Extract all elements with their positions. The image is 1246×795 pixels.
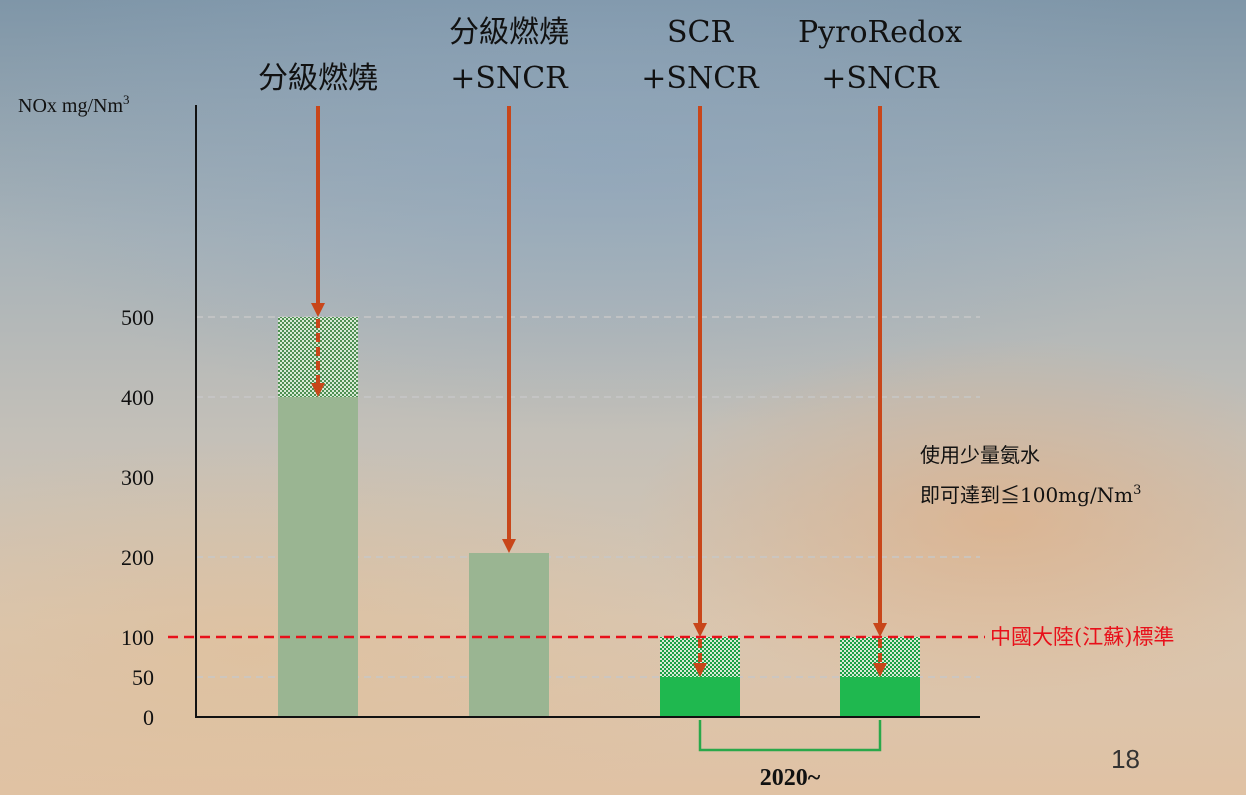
page-number: 18: [1111, 744, 1140, 774]
category-label-0-0: 分級燃燒: [258, 61, 378, 96]
arrow-head-lower-0: [311, 383, 325, 397]
category-label-1-0: 分級燃燒: [449, 15, 569, 50]
arrows: [311, 106, 887, 677]
y-tick-label-500: 500: [121, 305, 154, 330]
arrow-head-3: [873, 623, 887, 637]
y-tick-label-200: 200: [121, 545, 154, 570]
category-label-2-0: SCR: [667, 15, 735, 50]
arrow-head-lower-2: [693, 663, 707, 677]
annotation-line-2: 即可達到≦100mg/Nm3: [920, 483, 1141, 507]
arrow-head-1: [502, 539, 516, 553]
bar-3: [840, 677, 920, 717]
year-label: 2020~: [760, 765, 821, 791]
bars: [278, 317, 920, 717]
category-label-3-1: +SNCR: [821, 61, 940, 96]
y-tick-label-100: 100: [121, 625, 154, 650]
standard-label: 中國大陸(江蘇)標準: [990, 625, 1174, 649]
y-tick-label-300: 300: [121, 465, 154, 490]
category-label-2-1: +SNCR: [641, 61, 760, 96]
bar-0: [278, 397, 358, 717]
bar-2: [660, 677, 740, 717]
arrow-head-0: [311, 303, 325, 317]
y-tick-label-50: 50: [132, 665, 154, 690]
y-axis-label: NOx mg/Nm3: [18, 92, 130, 117]
year-bracket: [698, 720, 882, 752]
y-tick-label-0: 0: [143, 705, 154, 730]
labels: 中國大陸(江蘇)標準 0 50 100 200 300 400 500 NOx mg/Nm3 分級…: [18, 15, 1174, 791]
category-label-3-0: PyroRedox: [798, 15, 962, 50]
y-tick-label-400: 400: [121, 385, 154, 410]
annotation-line-1: 使用少量氨水: [920, 443, 1040, 467]
arrow-head-2: [693, 623, 707, 637]
arrow-head-lower-3: [873, 663, 887, 677]
axes: [195, 105, 980, 752]
bar-1: [469, 553, 549, 717]
category-label-1-1: +SNCR: [450, 61, 569, 96]
